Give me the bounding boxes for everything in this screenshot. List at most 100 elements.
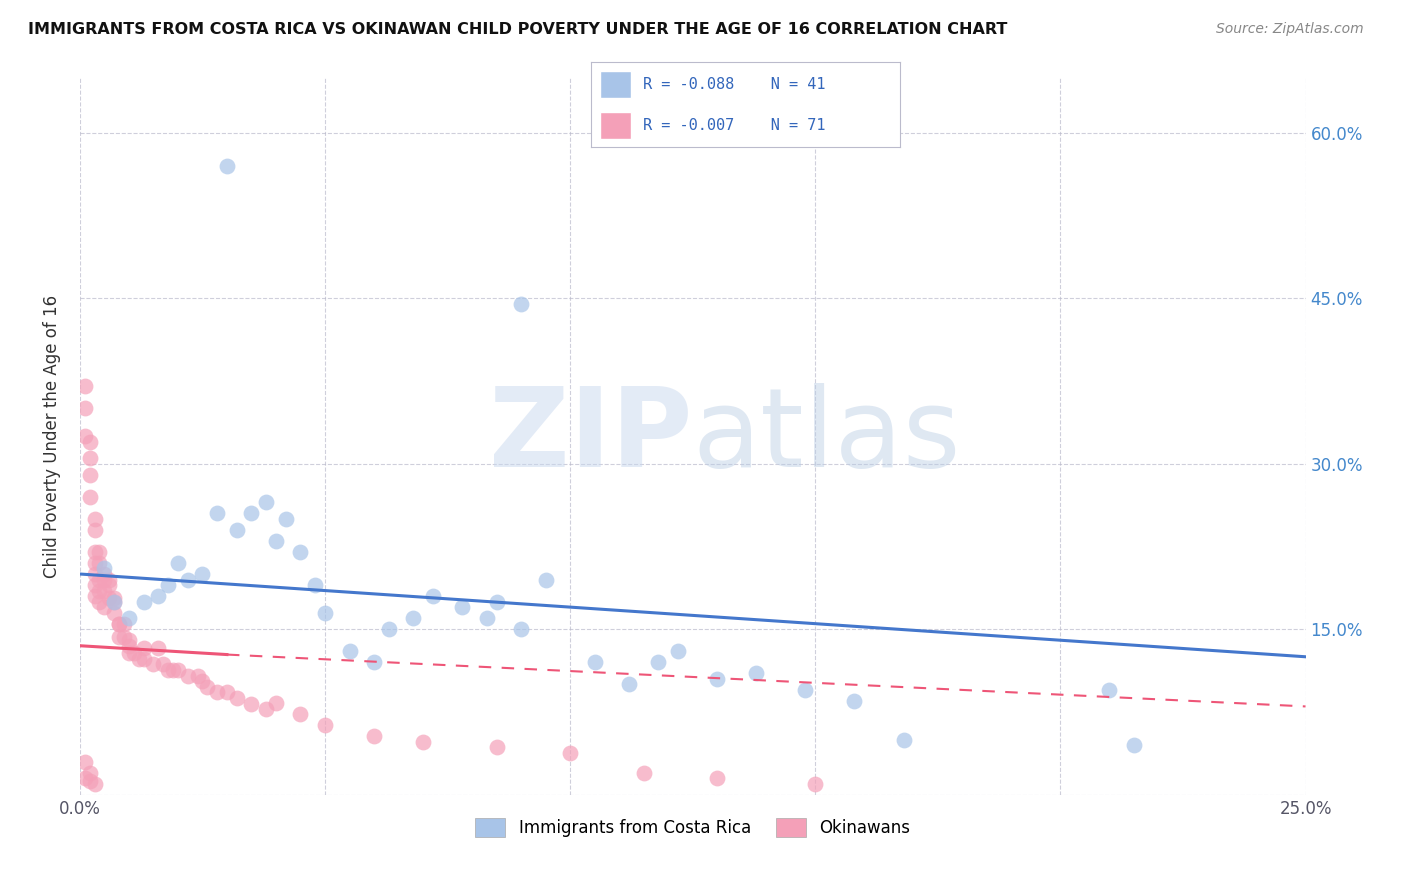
Point	[83, 589, 105, 603]
Point	[98, 591, 121, 606]
Text: atlas: atlas	[693, 383, 962, 490]
Point	[304, 578, 326, 592]
Point	[893, 732, 915, 747]
Point	[264, 696, 287, 710]
Point	[240, 506, 263, 520]
Point	[485, 740, 508, 755]
Point	[451, 600, 474, 615]
Point	[93, 567, 115, 582]
Point	[225, 690, 247, 705]
Point	[485, 594, 508, 608]
Point	[647, 655, 669, 669]
Point	[132, 652, 155, 666]
Point	[804, 777, 827, 791]
Point	[1122, 738, 1144, 752]
Point	[79, 451, 101, 466]
Legend: Immigrants from Costa Rica, Okinawans: Immigrants from Costa Rica, Okinawans	[468, 811, 917, 844]
Point	[1098, 682, 1121, 697]
Point	[73, 401, 96, 416]
Point	[254, 701, 277, 715]
Point	[633, 765, 655, 780]
Point	[112, 630, 135, 644]
Point	[186, 668, 208, 682]
Point	[89, 583, 111, 598]
Point	[794, 682, 817, 697]
Point	[264, 533, 287, 548]
Point	[148, 589, 170, 603]
Point	[112, 616, 135, 631]
Point	[558, 746, 581, 760]
Point	[89, 573, 111, 587]
Point	[475, 611, 498, 625]
Point	[177, 668, 200, 682]
Point	[377, 622, 399, 636]
Point	[402, 611, 425, 625]
Point	[844, 694, 866, 708]
Text: ZIP: ZIP	[489, 383, 693, 490]
Point	[98, 578, 121, 592]
Point	[93, 600, 115, 615]
Y-axis label: Child Poverty Under the Age of 16: Child Poverty Under the Age of 16	[44, 294, 60, 578]
Point	[583, 655, 606, 669]
Point	[93, 561, 115, 575]
Point	[103, 591, 125, 606]
Point	[103, 594, 125, 608]
Point	[177, 573, 200, 587]
Point	[422, 589, 444, 603]
Point	[314, 718, 336, 732]
Point	[108, 616, 131, 631]
Point	[93, 573, 115, 587]
Point	[79, 490, 101, 504]
Point	[73, 379, 96, 393]
Bar	[600, 112, 631, 139]
Point	[73, 771, 96, 785]
Point	[83, 512, 105, 526]
Point	[79, 434, 101, 449]
Point	[128, 652, 150, 666]
Text: IMMIGRANTS FROM COSTA RICA VS OKINAWAN CHILD POVERTY UNDER THE AGE OF 16 CORRELA: IMMIGRANTS FROM COSTA RICA VS OKINAWAN C…	[28, 22, 1008, 37]
Point	[290, 707, 312, 722]
Text: R = -0.007    N = 71: R = -0.007 N = 71	[643, 118, 825, 133]
Point	[617, 677, 640, 691]
Point	[118, 611, 141, 625]
Point	[79, 467, 101, 482]
Point	[510, 622, 533, 636]
Point	[510, 296, 533, 310]
Point	[93, 583, 115, 598]
Point	[162, 663, 184, 677]
Point	[290, 545, 312, 559]
Point	[89, 594, 111, 608]
Point	[706, 771, 728, 785]
Point	[103, 594, 125, 608]
Point	[157, 578, 180, 592]
Point	[122, 647, 145, 661]
Point	[83, 523, 105, 537]
Point	[215, 159, 238, 173]
Point	[83, 556, 105, 570]
Point	[148, 640, 170, 655]
Point	[167, 556, 190, 570]
Point	[79, 774, 101, 789]
Point	[118, 639, 141, 653]
Text: R = -0.088    N = 41: R = -0.088 N = 41	[643, 77, 825, 92]
Point	[132, 640, 155, 655]
Point	[157, 663, 180, 677]
Point	[215, 685, 238, 699]
Point	[132, 594, 155, 608]
Point	[666, 644, 689, 658]
Point	[89, 545, 111, 559]
Point	[108, 630, 131, 644]
Point	[191, 567, 214, 582]
Point	[254, 495, 277, 509]
Point	[103, 606, 125, 620]
Point	[118, 633, 141, 648]
Point	[83, 578, 105, 592]
Point	[142, 657, 165, 672]
Point	[314, 606, 336, 620]
Point	[191, 674, 214, 689]
Point	[240, 697, 263, 711]
Point	[195, 680, 218, 694]
Point	[205, 685, 228, 699]
Point	[205, 506, 228, 520]
Bar	[600, 71, 631, 98]
